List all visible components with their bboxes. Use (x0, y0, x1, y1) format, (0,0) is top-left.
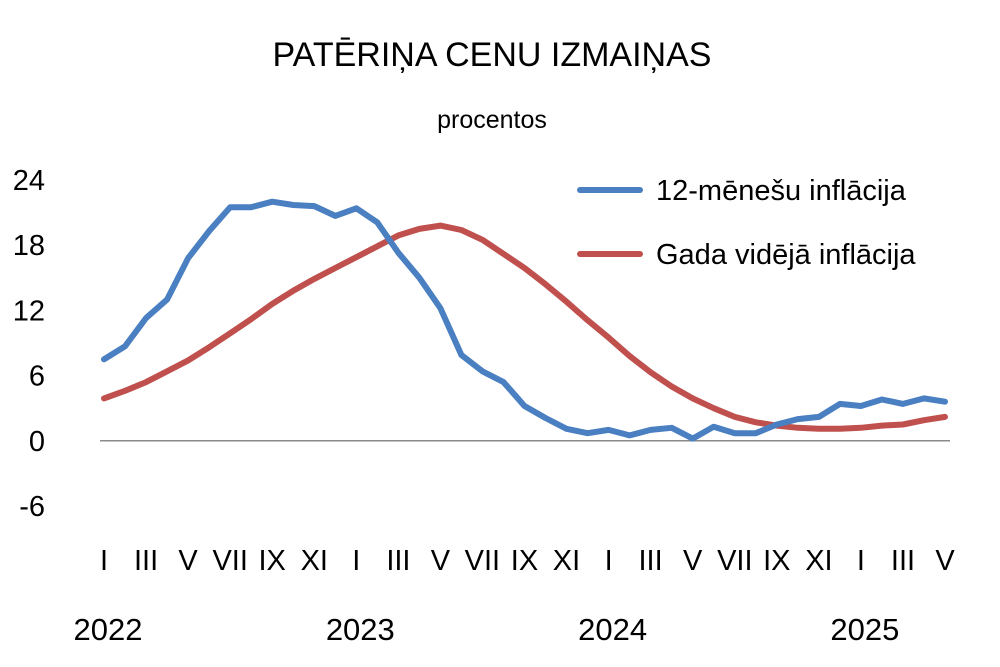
x-month-label: IX (763, 545, 790, 577)
x-month-label: I (352, 545, 360, 577)
x-month-label: VII (465, 545, 500, 577)
legend: 12-mēnešu inflācija Gada vidējā inflācija (577, 175, 916, 271)
x-month-label: XI (805, 545, 832, 577)
x-axis-year-labels: 2022 2023 2024 2025 (74, 612, 900, 647)
legend-label: Gada vidējā inflācija (656, 239, 916, 271)
x-month-label: VII (212, 545, 247, 577)
chart-title: PATĒRIŅA CENU IZMAIŅAS (273, 36, 712, 74)
x-month-label: XI (553, 545, 580, 577)
x-month-label: III (891, 545, 915, 577)
legend-label: 12-mēnešu inflācija (656, 175, 907, 207)
x-year-label: 2023 (326, 612, 395, 647)
series-lines (101, 198, 948, 442)
series-line-annual-average (101, 222, 948, 432)
y-tick-label: 12 (13, 295, 45, 327)
x-month-label: III (639, 545, 663, 577)
x-month-label: I (605, 545, 613, 577)
x-month-label: V (935, 545, 955, 577)
x-month-label: III (386, 545, 410, 577)
x-month-label: V (683, 545, 703, 577)
x-year-label: 2024 (578, 612, 647, 647)
x-month-label: V (431, 545, 451, 577)
x-month-label: I (857, 545, 865, 577)
x-year-label: 2022 (74, 612, 143, 647)
x-month-label: XI (301, 545, 328, 577)
x-month-label: I (100, 545, 108, 577)
chart-subtitle: procentos (437, 106, 547, 134)
y-axis-tick-labels: 24 18 12 6 0 -6 (13, 165, 45, 523)
x-axis-month-labels: I III V VII IX XI I III V VII IX XI I III V VII IX XI I III… (100, 545, 955, 577)
x-month-label: III (134, 545, 158, 577)
y-tick-label: 0 (29, 426, 45, 458)
x-month-label: IX (258, 545, 285, 577)
y-tick-label: 6 (29, 361, 45, 393)
x-year-label: 2025 (830, 612, 899, 647)
x-month-label: VII (717, 545, 752, 577)
y-tick-label: -6 (19, 491, 45, 523)
x-month-label: IX (511, 545, 538, 577)
series-line-12-month (101, 198, 948, 442)
x-month-label: V (178, 545, 198, 577)
y-tick-label: 24 (13, 165, 45, 197)
y-tick-label: 18 (13, 230, 45, 262)
